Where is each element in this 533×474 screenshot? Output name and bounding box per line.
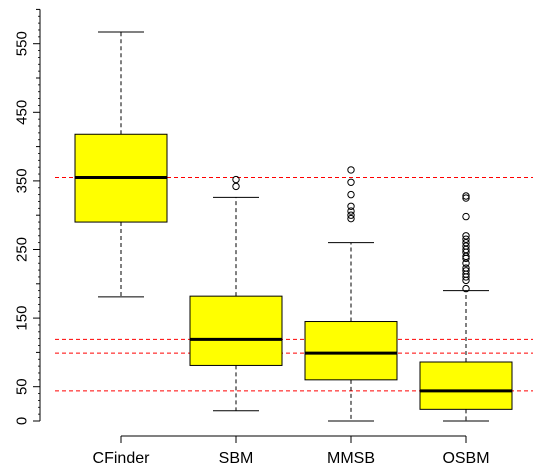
outlier-point <box>462 267 470 275</box>
x-category-label: CFinder <box>93 450 151 467</box>
y-tick-label: 250 <box>14 237 31 262</box>
x-axis: CFinder SBM MMSB OSBM <box>93 435 490 467</box>
outlier-point <box>462 235 470 243</box>
outlier-point <box>232 175 240 184</box>
outlier-point <box>347 178 355 186</box>
box-iqr <box>189 295 283 366</box>
x-category-label: SBM <box>219 450 254 467</box>
x-category-label: MMSB <box>327 450 375 467</box>
y-tick-label: 350 <box>14 168 31 193</box>
y-tick-label: 550 <box>14 31 31 56</box>
y-tick-label: 150 <box>14 306 31 331</box>
outlier-point <box>462 192 470 200</box>
box-iqr <box>419 361 513 410</box>
outlier-point <box>347 211 355 219</box>
outlier-point <box>462 284 470 293</box>
outlier-point <box>347 214 355 223</box>
outlier-point <box>462 264 470 272</box>
boxes <box>74 31 513 422</box>
box-iqr <box>304 321 398 381</box>
y-tick-label: 50 <box>14 378 31 395</box>
outlier-point <box>462 212 470 221</box>
outlier-point <box>347 166 355 174</box>
box-sbm <box>189 175 283 412</box>
outlier-point <box>347 202 355 210</box>
y-axis: 0 50 150 250 350 450 550 <box>14 8 41 425</box>
outlier-point <box>347 190 355 199</box>
outlier-point <box>232 182 240 191</box>
x-category-label: OSBM <box>442 450 489 467</box>
y-tick-label: 450 <box>14 100 31 125</box>
outlier-point <box>462 232 470 240</box>
y-tick-label: 0 <box>14 417 31 425</box>
box-cfinder <box>74 31 168 298</box>
outlier-point <box>347 207 355 215</box>
outlier-point <box>462 194 470 202</box>
box-osbm <box>419 192 513 422</box>
box-mmsb <box>304 166 398 422</box>
